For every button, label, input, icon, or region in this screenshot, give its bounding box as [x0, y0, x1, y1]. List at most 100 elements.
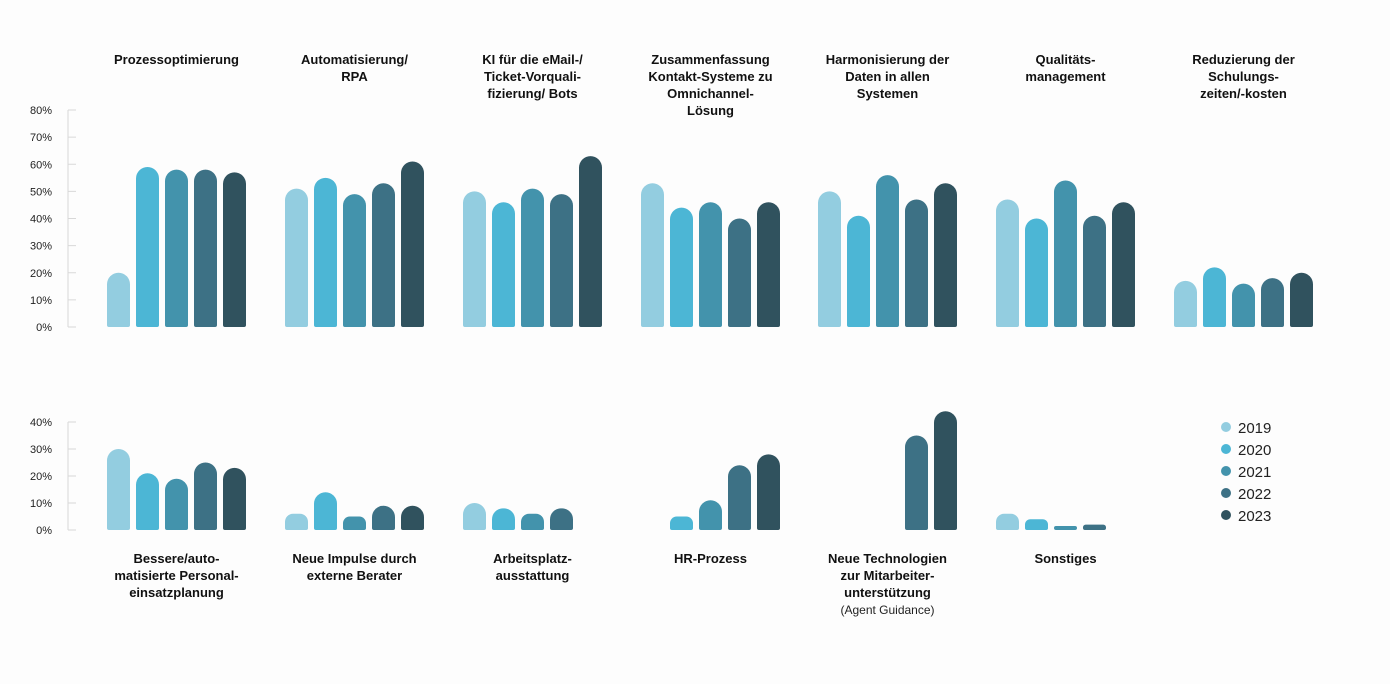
bar [223, 172, 246, 327]
bar [136, 473, 159, 530]
category-title: Omnichannel- [667, 86, 754, 101]
bar [343, 194, 366, 327]
bar [876, 175, 899, 327]
category-title: zeiten/-kosten [1200, 86, 1287, 101]
bar [223, 467, 246, 530]
bar [1290, 272, 1313, 327]
bar [463, 503, 486, 530]
bar [285, 513, 308, 530]
bar [1083, 524, 1106, 530]
bar [165, 478, 188, 530]
category-title: Reduzierung der [1192, 52, 1295, 67]
category-title: Systemen [857, 86, 918, 101]
bar [934, 411, 957, 530]
y-tick-label: 70% [30, 132, 52, 144]
bar [1054, 525, 1077, 530]
bar [641, 183, 664, 327]
bar [1203, 267, 1226, 327]
bar [670, 207, 693, 327]
y-tick-label: 10% [30, 498, 52, 510]
category-title: externe Berater [307, 568, 402, 583]
category-title: HR-Prozess [674, 551, 747, 566]
bar [670, 516, 693, 530]
bar [372, 183, 395, 327]
category-title: Neue Technologien [828, 551, 947, 566]
bar [550, 508, 573, 530]
category-title: Sonstiges [1034, 551, 1096, 566]
category-title: management [1025, 69, 1106, 84]
bar [285, 188, 308, 327]
category-title: Arbeitsplatz- [493, 551, 572, 566]
bar [1174, 280, 1197, 327]
y-tick-label: 60% [30, 159, 52, 171]
category-title: Automatisierung/ [301, 52, 408, 67]
category-title: Daten in allen [845, 69, 930, 84]
bar [905, 199, 928, 327]
y-tick-label: 20% [30, 471, 52, 483]
bar [492, 202, 515, 327]
category-subtitle: (Agent Guidance) [840, 603, 934, 617]
legend-marker [1221, 444, 1231, 454]
category-title: Harmonisierung der [826, 52, 950, 67]
category-title: Qualitäts- [1036, 52, 1096, 67]
category-title: matisierte Personal- [114, 568, 238, 583]
legend-label: 2019 [1238, 420, 1271, 437]
bar [401, 505, 424, 530]
bar [847, 215, 870, 327]
category-title: KI für die eMail-/ [482, 52, 583, 67]
bar [699, 500, 722, 530]
bar [1083, 215, 1106, 327]
bar [728, 465, 751, 530]
legend-marker [1221, 488, 1231, 498]
bar [343, 516, 366, 530]
category-title: fizierung/ Bots [487, 86, 577, 101]
bar [107, 449, 130, 530]
bar [194, 169, 217, 327]
bar [107, 272, 130, 327]
y-tick-label: 0% [36, 322, 52, 334]
category-title: Kontakt-Systeme zu [648, 69, 772, 84]
category-title: Bessere/auto- [134, 551, 220, 566]
bar [401, 161, 424, 327]
category-title: Prozessoptimierung [114, 52, 239, 67]
bar [818, 191, 841, 327]
bar [314, 177, 337, 327]
bar [463, 191, 486, 327]
category-title: Ticket-Vorquali- [484, 69, 581, 84]
legend-marker [1221, 466, 1231, 476]
bar [314, 492, 337, 530]
bar [550, 194, 573, 327]
bar [194, 462, 217, 530]
y-tick-label: 50% [30, 186, 52, 198]
bar [1261, 278, 1284, 327]
bar [165, 169, 188, 327]
category-title: ausstattung [496, 568, 570, 583]
category-title: Neue Impulse durch [292, 551, 416, 566]
y-tick-label: 80% [30, 105, 52, 117]
y-tick-label: 40% [30, 417, 52, 429]
category-title: RPA [341, 69, 368, 84]
category-title: Lösung [687, 103, 734, 118]
category-title: Zusammenfassung [651, 52, 770, 67]
bar [996, 513, 1019, 530]
bar [372, 505, 395, 530]
legend-label: 2021 [1238, 464, 1271, 481]
y-tick-label: 30% [30, 444, 52, 456]
legend-label: 2020 [1238, 442, 1271, 459]
category-title: zur Mitarbeiter- [841, 568, 935, 583]
y-tick-label: 30% [30, 241, 52, 253]
legend-marker [1221, 422, 1231, 432]
bar [934, 183, 957, 327]
bar [1232, 283, 1255, 327]
bar [905, 435, 928, 530]
bar [492, 508, 515, 530]
category-title: Schulungs- [1208, 69, 1279, 84]
y-tick-label: 10% [30, 295, 52, 307]
bar [757, 454, 780, 530]
y-tick-label: 40% [30, 214, 52, 226]
bar [996, 199, 1019, 327]
legend-label: 2022 [1238, 486, 1271, 503]
bar [521, 188, 544, 327]
